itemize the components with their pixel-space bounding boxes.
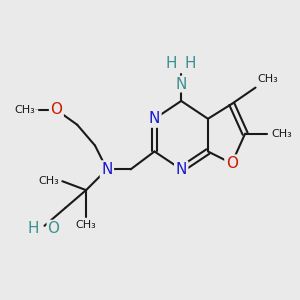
Text: H: H	[28, 221, 39, 236]
Text: CH₃: CH₃	[38, 176, 59, 186]
Text: CH₃: CH₃	[271, 129, 292, 139]
Text: N: N	[176, 162, 187, 177]
Text: N: N	[101, 162, 112, 177]
Text: CH₃: CH₃	[14, 105, 35, 115]
Text: N: N	[176, 76, 187, 92]
Text: O: O	[50, 102, 62, 117]
Text: N: N	[149, 111, 160, 126]
Text: O: O	[47, 221, 59, 236]
Text: O: O	[226, 156, 238, 171]
Text: CH₃: CH₃	[257, 74, 278, 84]
Text: H: H	[166, 56, 177, 70]
Text: CH₃: CH₃	[76, 220, 97, 230]
Text: methoxy: methoxy	[35, 109, 41, 110]
Text: H: H	[185, 56, 196, 70]
